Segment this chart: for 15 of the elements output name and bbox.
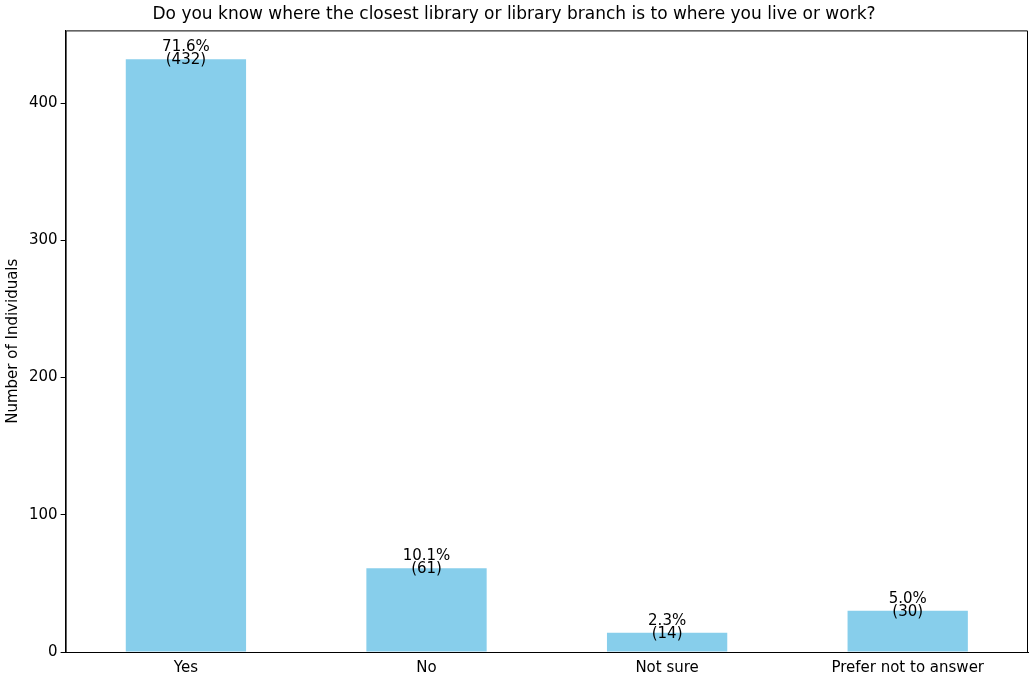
y-tick-label: 0: [48, 641, 58, 660]
y-tick-label: 300: [28, 230, 58, 249]
y-axis-title: Number of Individuals: [2, 258, 21, 424]
data-label: 10.1% (61): [402, 546, 451, 578]
y-tick-label: 200: [28, 367, 58, 386]
data-label: 5.0% (30): [888, 588, 927, 620]
x-tick-label: Prefer not to answer: [831, 657, 985, 676]
y-tick-label: 100: [28, 504, 58, 523]
y-tick-label: 400: [28, 93, 58, 112]
data-label: 2.3% (14): [648, 610, 687, 642]
chart-title: Do you know where the closest library or library branch is to where you live or work?: [152, 2, 876, 23]
x-tick-label: Not sure: [635, 657, 699, 676]
data-label: 71.6% (432): [162, 37, 210, 69]
x-tick-label: No: [416, 657, 437, 676]
x-tick-label: Yes: [172, 657, 199, 676]
